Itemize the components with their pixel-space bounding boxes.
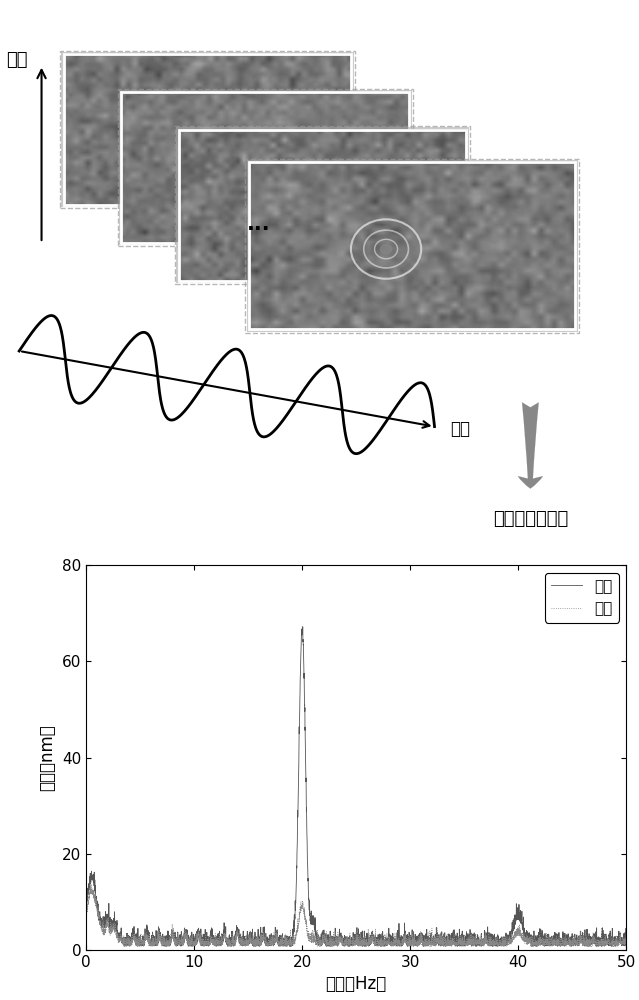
颗粒 [180, 931, 188, 943]
背景 [434, 934, 442, 946]
背景 [289, 937, 296, 949]
颗粒 [486, 928, 493, 940]
Text: 电压: 电压 [6, 51, 28, 69]
Legend: 颗粒, 背景: 颗粒, 背景 [545, 573, 619, 622]
Text: 快速傅里叶变换: 快速傅里叶变换 [493, 510, 568, 528]
Circle shape [380, 244, 392, 254]
Text: 时间: 时间 [450, 420, 470, 438]
颗粒 [527, 930, 534, 942]
背景 [406, 940, 414, 952]
Bar [64, 54, 351, 205]
Bar [60, 51, 355, 208]
Text: ...: ... [247, 214, 270, 234]
背景 [527, 935, 534, 947]
颗粒 [82, 903, 90, 915]
背景 [622, 938, 630, 950]
颗粒 [434, 933, 442, 945]
Line: 颗粒: 颗粒 [86, 627, 626, 946]
背景 [82, 912, 90, 924]
Bar [176, 127, 469, 283]
Bar [247, 160, 578, 332]
Bar [175, 126, 470, 284]
Bar [61, 52, 354, 207]
Bar [119, 90, 412, 245]
颗粒 [289, 926, 296, 938]
背景 [181, 932, 189, 944]
颗粒 [440, 940, 447, 952]
Bar [121, 92, 409, 243]
Bar [179, 130, 466, 281]
颗粒 [622, 935, 630, 947]
Line: 背景: 背景 [86, 884, 626, 947]
背景 [187, 941, 195, 953]
颗粒 [406, 939, 414, 951]
背景 [88, 878, 95, 890]
X-axis label: 频率（Hz）: 频率（Hz） [326, 975, 387, 993]
Bar [249, 162, 575, 329]
Bar [118, 89, 413, 246]
颗粒 [299, 621, 307, 633]
Y-axis label: 振幅（nm）: 振幅（nm） [38, 724, 56, 791]
Bar [245, 159, 579, 333]
背景 [486, 939, 493, 951]
